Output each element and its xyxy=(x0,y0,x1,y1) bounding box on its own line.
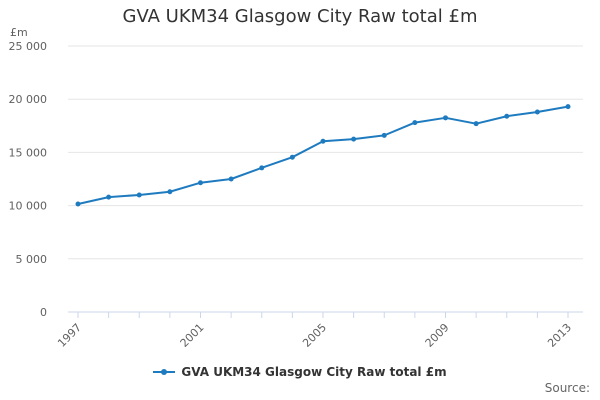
y-tick-label: 10 000 xyxy=(9,200,48,213)
x-tick-label: 2013 xyxy=(545,321,574,350)
legend-item-series[interactable]: GVA UKM34 Glasgow City Raw total £m xyxy=(153,365,447,379)
data-point xyxy=(320,138,326,144)
data-point xyxy=(504,113,510,119)
x-tick-label: 2001 xyxy=(178,321,207,350)
x-axis: 1997 2001 2005 2009 2013 xyxy=(55,311,583,350)
data-point xyxy=(228,176,234,182)
series-line xyxy=(77,105,569,206)
x-tick-label: 2005 xyxy=(300,321,329,350)
y-tick-label: 0 xyxy=(40,306,47,319)
source-label: Source: xyxy=(544,381,590,395)
legend: GVA UKM34 Glasgow City Raw total £m xyxy=(0,365,600,379)
y-tick-label: 25 000 xyxy=(9,40,48,53)
x-tick-label: 1997 xyxy=(55,321,84,350)
series-layer xyxy=(75,104,571,207)
y-tick-label: 20 000 xyxy=(9,93,48,106)
data-point xyxy=(136,192,142,198)
data-point xyxy=(106,194,112,200)
data-point xyxy=(473,121,479,127)
legend-marker-icon xyxy=(153,369,176,375)
chart-title: GVA UKM34 Glasgow City Raw total £m xyxy=(122,6,478,27)
data-point xyxy=(412,120,418,126)
data-point xyxy=(351,136,357,142)
data-point xyxy=(534,109,540,115)
data-point xyxy=(259,165,265,171)
y-tick-label: 15 000 xyxy=(9,146,48,159)
y-axis: 0 5 000 10 000 15 000 20 000 25 000 xyxy=(9,40,48,319)
y-tick-label: 5 000 xyxy=(16,253,48,266)
data-point xyxy=(565,104,571,110)
data-point xyxy=(75,201,81,207)
y-axis-unit-label: £m xyxy=(10,26,28,39)
x-tick-label: 2009 xyxy=(423,321,452,350)
legend-label: GVA UKM34 Glasgow City Raw total £m xyxy=(181,365,447,379)
data-point xyxy=(289,154,295,160)
data-point xyxy=(443,115,448,121)
grid-lines xyxy=(68,45,583,260)
data-point xyxy=(198,180,203,186)
data-point xyxy=(167,189,173,195)
data-point xyxy=(381,132,387,138)
